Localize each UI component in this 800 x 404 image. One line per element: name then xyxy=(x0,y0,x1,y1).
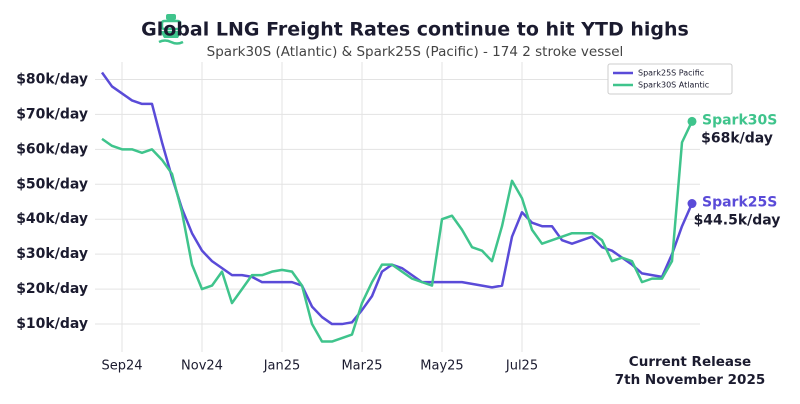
y-tick-label: $20k/day xyxy=(16,281,88,297)
annotation-text: $44.5k/day xyxy=(694,213,781,229)
legend-label: Spark30S Atlantic xyxy=(638,81,709,90)
annotation-title: Spark25S xyxy=(702,195,777,211)
legend-box xyxy=(607,63,733,95)
legend-label: Spark25S Pacific xyxy=(638,69,704,78)
x-tick-label: Jul25 xyxy=(505,359,538,374)
chart-title: Global LNG Freight Rates continue to hit… xyxy=(141,19,689,41)
x-tick-label: Nov24 xyxy=(181,359,223,374)
y-tick-label: $30k/day xyxy=(16,246,88,262)
line-series xyxy=(101,120,694,343)
y-tick-label: $80k/day xyxy=(16,71,88,87)
y-tick-label: $10k/day xyxy=(16,316,88,332)
x-tick-label: Sep24 xyxy=(101,359,142,374)
annotation-title: Spark30S xyxy=(702,112,777,128)
ship-icon xyxy=(158,14,184,45)
y-tick-label: $40k/day xyxy=(16,211,88,227)
end-marker xyxy=(687,199,697,209)
y-tick-label: $60k/day xyxy=(16,141,88,157)
release-label: Current Release xyxy=(629,354,751,370)
release-label: 7th November 2025 xyxy=(615,372,766,388)
y-tick-label: $70k/day xyxy=(16,106,88,122)
chart-subtitle: Spark30S (Atlantic) & Spark25S (Pacific)… xyxy=(207,44,624,60)
end-marker xyxy=(687,116,697,126)
line-series xyxy=(100,71,694,326)
legend: Spark25S Pacific Spark30S Atlantic xyxy=(607,63,733,95)
x-tick-label: May25 xyxy=(420,359,463,374)
x-tick-label: Mar25 xyxy=(341,359,382,374)
y-tick-label: $50k/day xyxy=(16,176,88,192)
annotation-text: $68k/day xyxy=(701,130,773,146)
x-tick-label: Jan25 xyxy=(263,359,301,374)
